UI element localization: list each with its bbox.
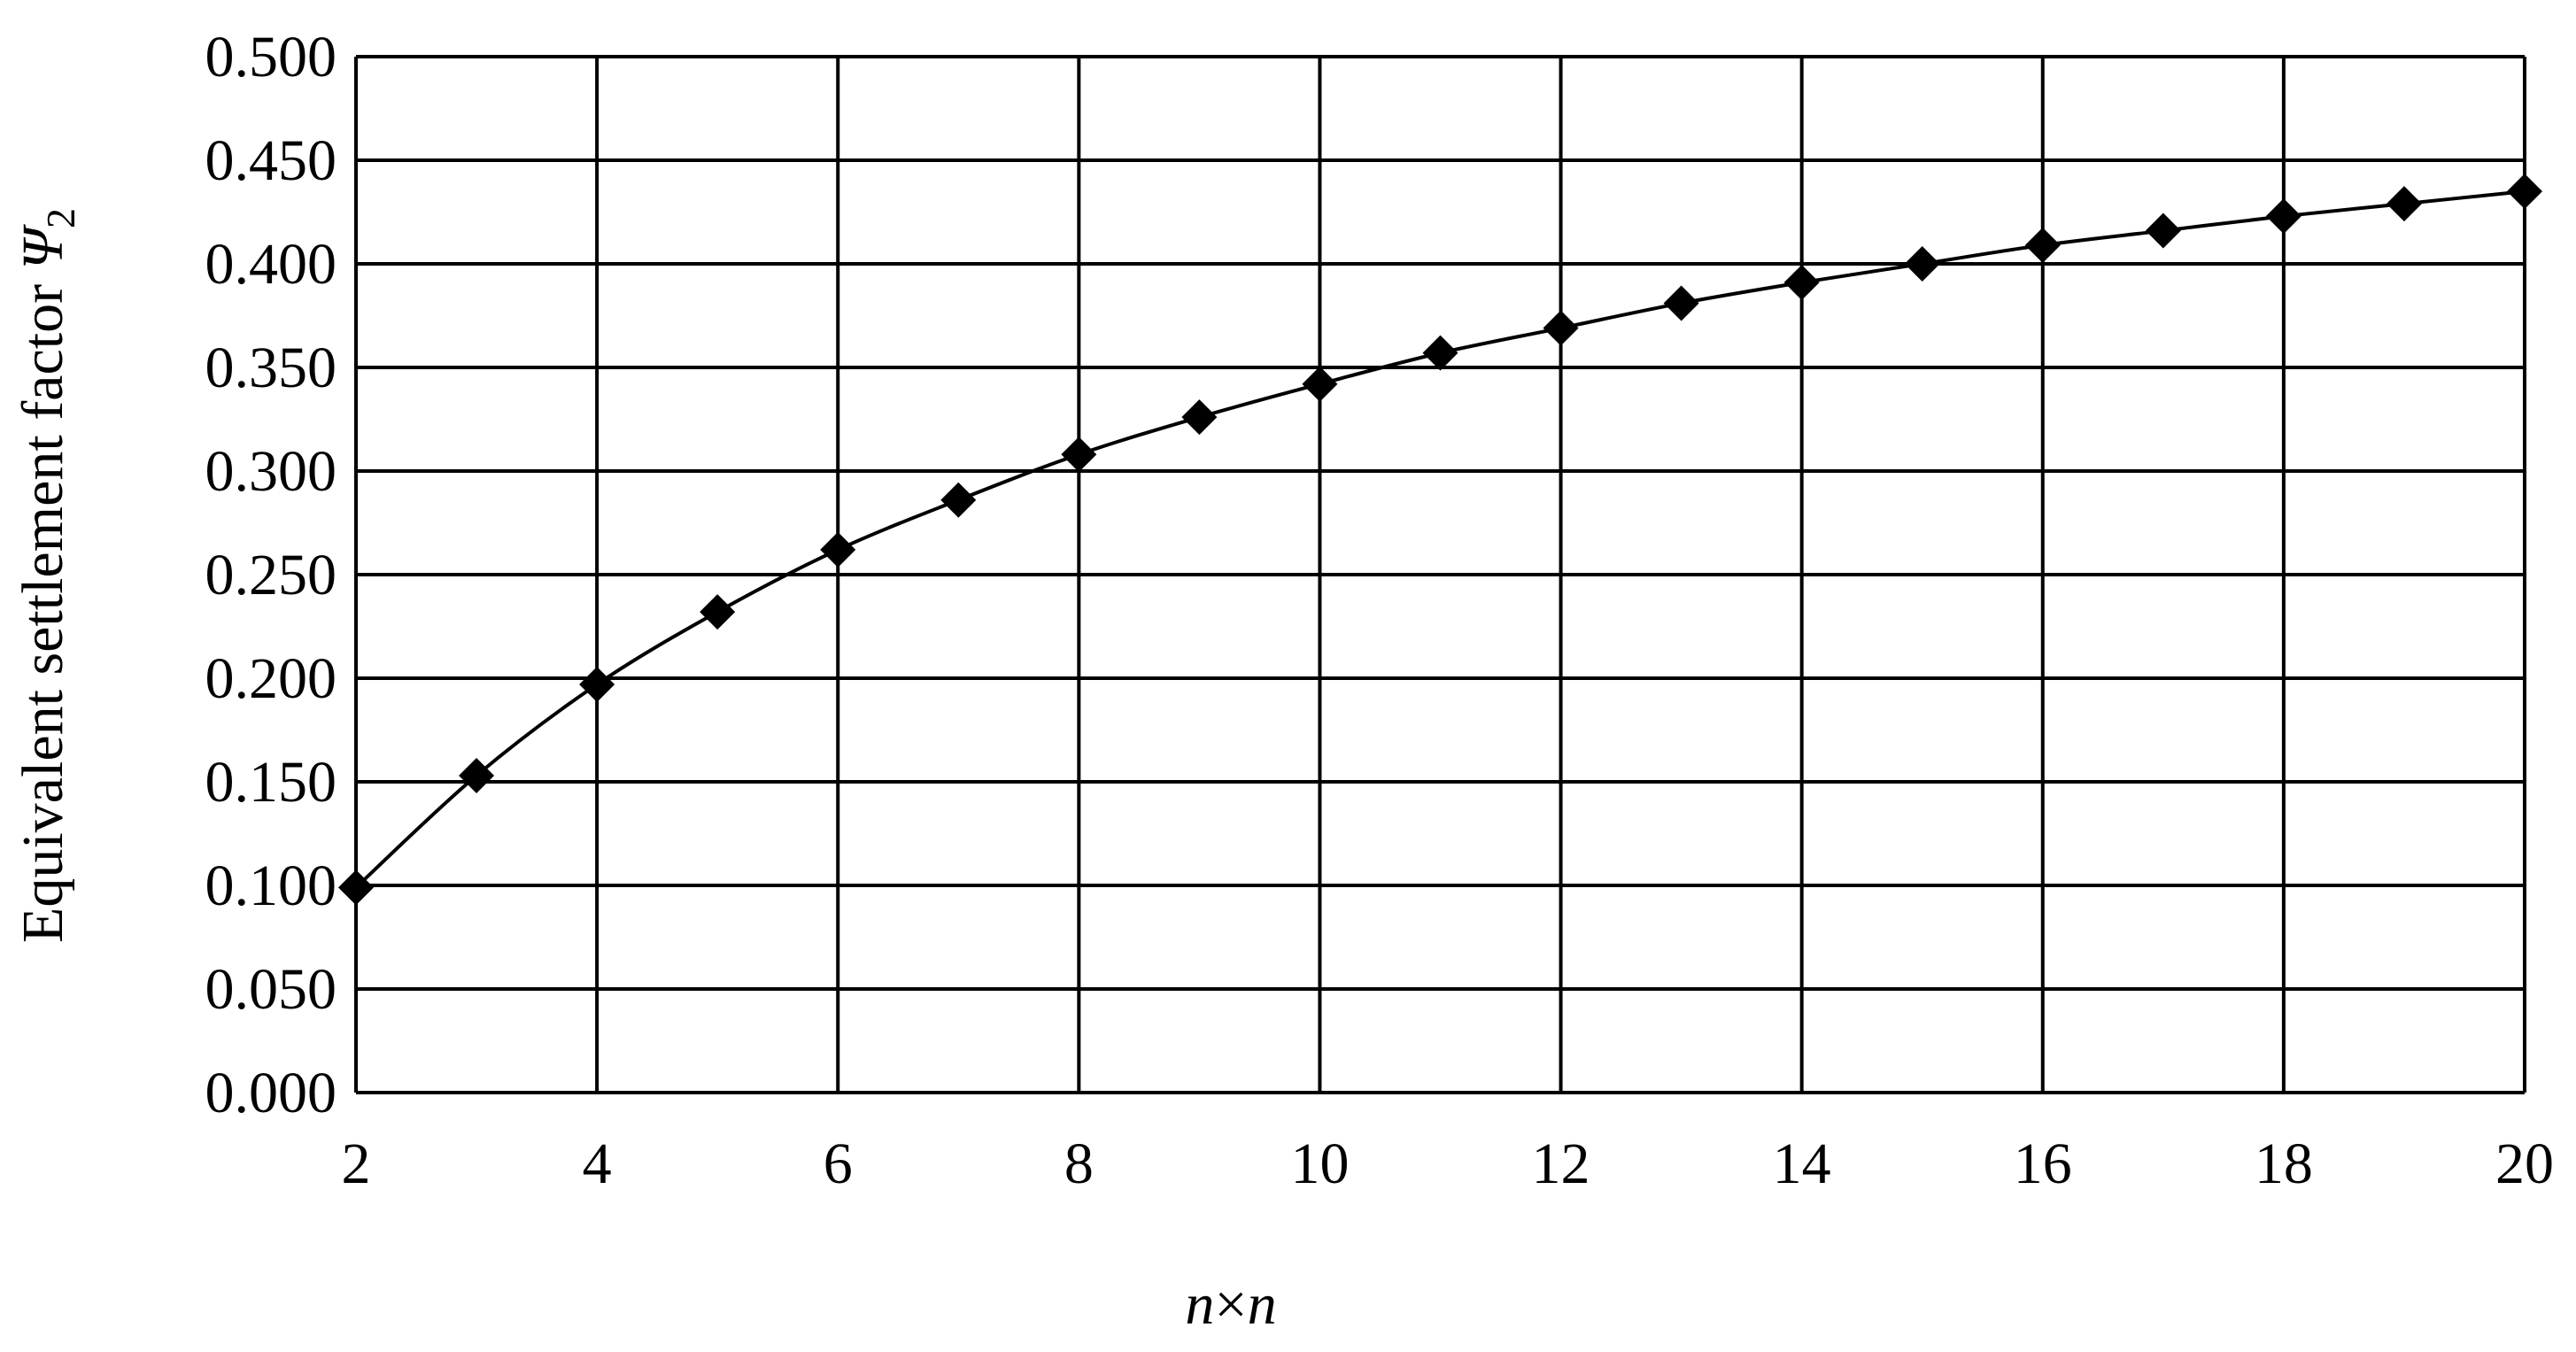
data-point-marker xyxy=(1061,437,1097,473)
y-tick-label: 0.050 xyxy=(205,957,337,1022)
data-point-marker xyxy=(1904,246,1940,282)
x-axis-label: n×n xyxy=(1185,1272,1276,1337)
data-point-marker xyxy=(2265,198,2301,235)
x-tick-label: 16 xyxy=(2014,1132,2072,1196)
data-point-marker xyxy=(2507,174,2542,210)
data-point-marker xyxy=(1181,399,1218,436)
x-tick-label: 10 xyxy=(1290,1132,1349,1196)
x-tick-label: 2 xyxy=(342,1132,371,1196)
data-point-marker xyxy=(1422,335,1458,371)
data-point-marker xyxy=(1783,265,1820,301)
data-point-marker xyxy=(700,594,736,630)
data-point-marker xyxy=(2145,212,2181,249)
y-tick-label: 0.300 xyxy=(205,439,337,504)
x-tick-label: 14 xyxy=(1773,1132,1831,1196)
x-tick-label: 6 xyxy=(824,1132,853,1196)
y-tick-label: 0.350 xyxy=(205,336,337,400)
data-markers xyxy=(338,174,2542,906)
data-point-marker xyxy=(2024,227,2061,263)
data-point-marker xyxy=(459,757,495,793)
x-tick-label: 8 xyxy=(1064,1132,1094,1196)
x-tick-label: 12 xyxy=(1532,1132,1590,1196)
y-tick-label: 0.400 xyxy=(205,232,337,297)
y-tick-label: 0.250 xyxy=(205,543,337,607)
data-point-marker xyxy=(1663,285,1699,321)
data-point-marker xyxy=(579,667,615,703)
y-tick-labels: 0.000 0.050 0.100 0.150 0.200 0.250 0.300 0.350… xyxy=(205,25,337,1125)
y-tick-label: 0.150 xyxy=(205,750,337,815)
y-tick-label: 0.000 xyxy=(205,1061,337,1125)
data-point-marker xyxy=(940,482,977,518)
data-point-marker xyxy=(1543,310,1579,346)
y-tick-label: 0.450 xyxy=(205,128,337,193)
data-point-marker xyxy=(338,869,374,906)
x-tick-label: 20 xyxy=(2495,1132,2554,1196)
y-axis-label: Equivalent settlement factor Ψ2 xyxy=(11,208,83,943)
y-tick-label: 0.200 xyxy=(205,646,337,711)
x-tick-labels: 2 4 6 8 10 12 14 16 18 20 xyxy=(342,1132,2555,1196)
y-tick-label: 0.500 xyxy=(205,25,337,89)
grid-lines xyxy=(354,55,2526,1094)
data-point-marker xyxy=(2386,186,2422,222)
y-tick-label: 0.100 xyxy=(205,854,337,918)
data-point-marker xyxy=(820,531,856,568)
data-point-marker xyxy=(1302,366,1338,402)
x-tick-label: 4 xyxy=(583,1132,612,1196)
x-tick-label: 18 xyxy=(2255,1132,2313,1196)
